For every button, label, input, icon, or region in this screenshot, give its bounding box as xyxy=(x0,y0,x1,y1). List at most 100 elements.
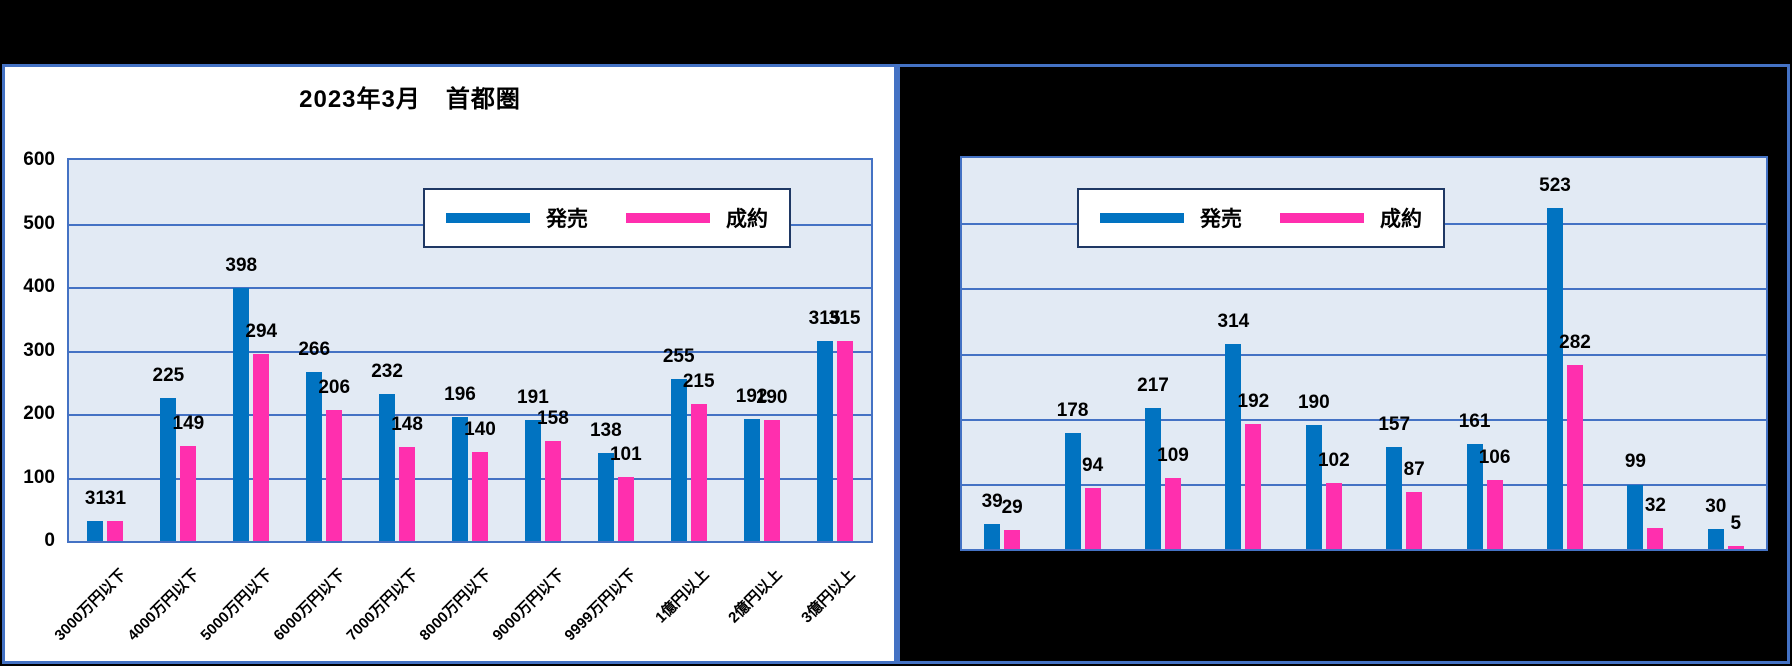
bar-value-label: 149 xyxy=(172,413,205,435)
bar-hatsubai-cat8 xyxy=(1547,208,1563,549)
bar-value-label: 196 xyxy=(444,383,476,405)
bar-value-label: 31 xyxy=(84,488,107,510)
bar-value-label: 190 xyxy=(1297,392,1330,414)
bar-hatsubai-cat1 xyxy=(87,521,104,541)
bar-value-label: 315 xyxy=(808,307,841,329)
bar-seiyaku-cat10 xyxy=(1727,545,1744,549)
bar-hatsubai-cat4 xyxy=(1225,344,1242,549)
y-axis-tick-300: 300 xyxy=(23,339,55,361)
chart-shutoken-march-2023: 2023年3月 首都圏 31 31 225 149 398 294 266 206 232 148… xyxy=(2,64,897,664)
legend-label-seiyaku: 成約 xyxy=(1380,208,1422,231)
bar-value-label: 190 xyxy=(755,387,788,409)
x-axis-label-2億円以上: 2億円以上 xyxy=(725,566,786,627)
bar-seiyaku-cat1 xyxy=(107,521,124,541)
bar-value-label: 158 xyxy=(537,407,569,429)
gridline-100 xyxy=(962,483,1766,486)
bar-seiyaku-cat9 xyxy=(1647,528,1664,549)
gridline-300 xyxy=(962,353,1766,356)
bar-hatsubai-cat3 xyxy=(233,288,250,541)
bar-value-label: 217 xyxy=(1137,374,1169,396)
bar-value-label: 106 xyxy=(1478,446,1511,468)
x-axis-label-4000万円以下: 4000万円以下 xyxy=(124,566,203,645)
bar-hatsubai-cat7 xyxy=(1466,444,1483,549)
bar-value-label: 32 xyxy=(1644,495,1666,517)
bar-value-label: 206 xyxy=(318,377,351,399)
legend-label-hatsubai: 発売 xyxy=(1200,208,1242,231)
bar-value-label: 109 xyxy=(1157,444,1189,466)
bar-value-label: 87 xyxy=(1403,459,1425,481)
bar-value-label: 29 xyxy=(1001,497,1023,519)
bar-value-label: 5 xyxy=(1730,512,1742,534)
gridline-200 xyxy=(962,418,1766,421)
legend-label-seiyaku: 成約 xyxy=(726,208,768,231)
bar-seiyaku-cat5 xyxy=(1325,482,1342,549)
bar-value-label: 30 xyxy=(1705,496,1727,518)
bar-value-label: 94 xyxy=(1082,454,1104,476)
gridline-400 xyxy=(962,288,1766,291)
bar-value-label: 255 xyxy=(662,346,695,368)
bar-value-label: 192 xyxy=(1237,390,1270,412)
bar-seiyaku-cat11 xyxy=(836,340,853,541)
plot-area-right: 39 29 178 94 217 109 314 192 190 102 157 87 161 106 52… xyxy=(960,156,1768,551)
bar-hatsubai-cat3 xyxy=(1145,407,1161,549)
y-axis-tick-0: 0 xyxy=(44,530,55,551)
gridline-200 xyxy=(69,414,871,416)
bar-value-label: 191 xyxy=(517,386,549,408)
bar-hatsubai-cat6 xyxy=(452,416,468,541)
y-axis-tick-100: 100 xyxy=(23,466,55,488)
bar-value-label: 398 xyxy=(225,255,258,277)
chart-title: 2023年3月 首都圏 xyxy=(299,86,521,113)
bar-seiyaku-cat1 xyxy=(1004,530,1021,549)
y-axis-tick-500: 500 xyxy=(23,212,55,234)
bar-value-label: 266 xyxy=(298,339,331,361)
bar-value-label: 314 xyxy=(1217,311,1250,333)
x-axis-label-3億円以上: 3億円以上 xyxy=(798,566,859,627)
bar-value-label: 148 xyxy=(391,414,423,436)
bar-seiyaku-cat3 xyxy=(1165,477,1181,549)
legend-swatch-hatsubai xyxy=(446,213,530,223)
bar-hatsubai-cat9 xyxy=(1627,484,1644,549)
bar-seiyaku-cat4 xyxy=(326,410,343,541)
legend-label-hatsubai: 発売 xyxy=(546,208,588,231)
bar-value-label: 31 xyxy=(104,488,127,510)
bar-value-label: 315 xyxy=(828,307,861,329)
bar-value-label: 101 xyxy=(609,443,642,465)
bar-seiyaku-cat2 xyxy=(1084,487,1101,549)
bar-seiyaku-cat9 xyxy=(690,404,707,541)
legend-right: 発売 成約 xyxy=(1077,188,1445,248)
bar-hatsubai-cat6 xyxy=(1386,446,1403,549)
bar-hatsubai-cat7 xyxy=(524,419,541,541)
bar-value-label: 282 xyxy=(1559,332,1591,354)
x-axis-label-6000万円以下: 6000万円以下 xyxy=(270,566,349,645)
x-axis-label-1億円以上: 1億円以上 xyxy=(652,566,713,627)
bar-value-label: 232 xyxy=(371,360,403,382)
y-axis-tick-200: 200 xyxy=(23,403,55,424)
bar-hatsubai-cat8 xyxy=(597,453,614,541)
gridline-100 xyxy=(69,477,871,480)
bar-value-label: 294 xyxy=(245,321,278,343)
bar-hatsubai-cat5 xyxy=(1305,425,1322,549)
bar-value-label: 215 xyxy=(682,371,715,393)
x-axis-label-3000万円以下: 3000万円以下 xyxy=(51,566,130,645)
bar-seiyaku-cat5 xyxy=(399,447,416,541)
x-axis-label-9000万円以下: 9000万円以下 xyxy=(489,566,568,645)
x-axis-label-7000万円以下: 7000万円以下 xyxy=(343,566,422,645)
bar-hatsubai-cat2 xyxy=(1064,433,1081,549)
bar-value-label: 192 xyxy=(735,386,768,408)
bar-seiyaku-cat8 xyxy=(617,476,634,541)
bar-hatsubai-cat5 xyxy=(379,393,396,541)
bar-value-label: 178 xyxy=(1056,400,1089,421)
bar-value-label: 99 xyxy=(1624,451,1646,473)
bar-value-label: 161 xyxy=(1458,411,1491,433)
bar-value-label: 140 xyxy=(464,419,496,441)
bar-seiyaku-cat10 xyxy=(763,420,780,541)
bar-hatsubai-cat10 xyxy=(743,419,760,541)
bar-hatsubai-cat4 xyxy=(306,372,323,541)
gridline-400 xyxy=(69,287,871,289)
gridline-300 xyxy=(69,350,871,353)
bar-value-label: 225 xyxy=(152,365,185,387)
bar-seiyaku-cat6 xyxy=(1406,492,1423,549)
bar-seiyaku-cat7 xyxy=(544,440,561,541)
bar-hatsubai-cat10 xyxy=(1707,529,1724,549)
